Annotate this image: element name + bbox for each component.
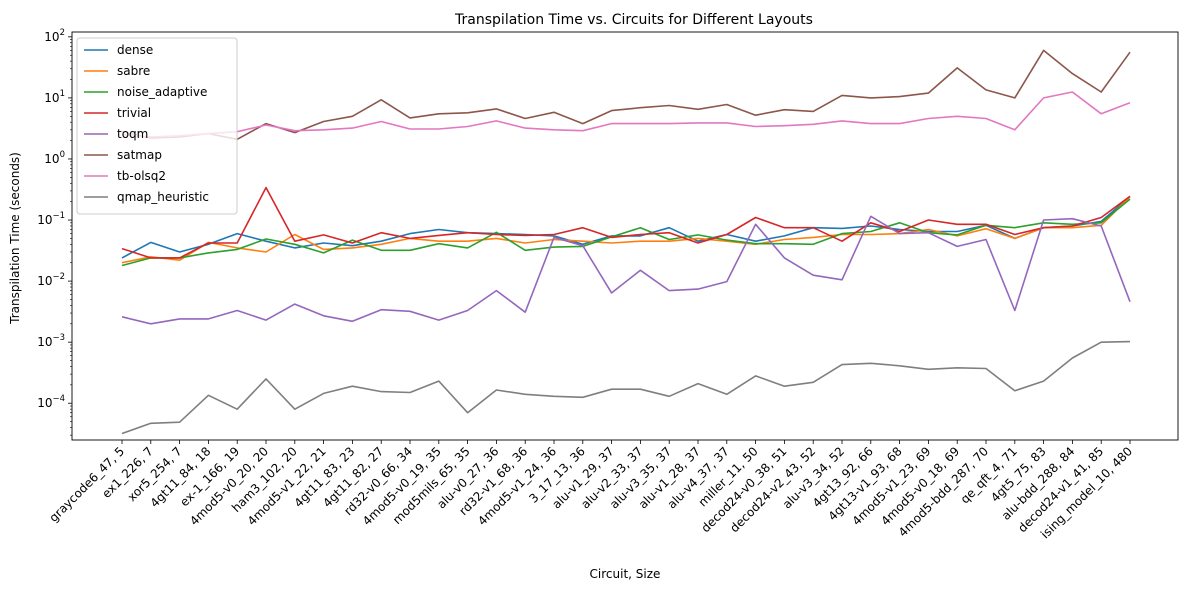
series-line-satmap bbox=[121, 49, 1131, 141]
y-axis-ticks: 10−4 10−3 10−2 10−1 100 101 102 bbox=[37, 28, 72, 436]
series-line-sabre bbox=[121, 196, 1131, 264]
legend-label-qmap_heuristic: qmap_heuristic bbox=[117, 190, 209, 204]
y-tick-label: 102 bbox=[44, 28, 65, 44]
legend-label-satmap: satmap bbox=[117, 148, 162, 162]
legend-label-tb-olsq2: tb-olsq2 bbox=[117, 169, 166, 183]
plot-area-border bbox=[71, 31, 1179, 441]
legend-label-trivial: trivial bbox=[117, 106, 151, 120]
series-line-noise_adaptive bbox=[121, 198, 1131, 267]
series-line-trivial bbox=[121, 186, 1131, 259]
series-line-tb-olsq2 bbox=[121, 91, 1131, 138]
plot-lines bbox=[121, 49, 1131, 435]
legend-label-sabre: sabre bbox=[117, 64, 150, 78]
x-axis-label: Circuit, Size bbox=[590, 567, 661, 581]
y-tick-label: 10−3 bbox=[37, 333, 65, 349]
series-line-qmap_heuristic bbox=[121, 340, 1131, 435]
y-tick-label: 100 bbox=[44, 150, 65, 166]
legend-box bbox=[76, 37, 238, 215]
legend-label-dense: dense bbox=[117, 43, 153, 57]
plot-frame bbox=[71, 31, 1179, 441]
legend-label-toqm: toqm bbox=[117, 127, 148, 141]
y-tick-label: 101 bbox=[44, 89, 65, 105]
y-tick-label: 10−1 bbox=[37, 211, 65, 227]
series-line-toqm bbox=[121, 215, 1131, 325]
y-tick-label: 10−2 bbox=[37, 272, 65, 288]
y-tick-label: 10−4 bbox=[37, 394, 65, 410]
legend-label-noise_adaptive: noise_adaptive bbox=[117, 85, 207, 99]
y-axis-label: Transpilation Time (seconds) bbox=[8, 152, 22, 325]
chart-title: Transpilation Time vs. Circuits for Diff… bbox=[454, 12, 813, 28]
